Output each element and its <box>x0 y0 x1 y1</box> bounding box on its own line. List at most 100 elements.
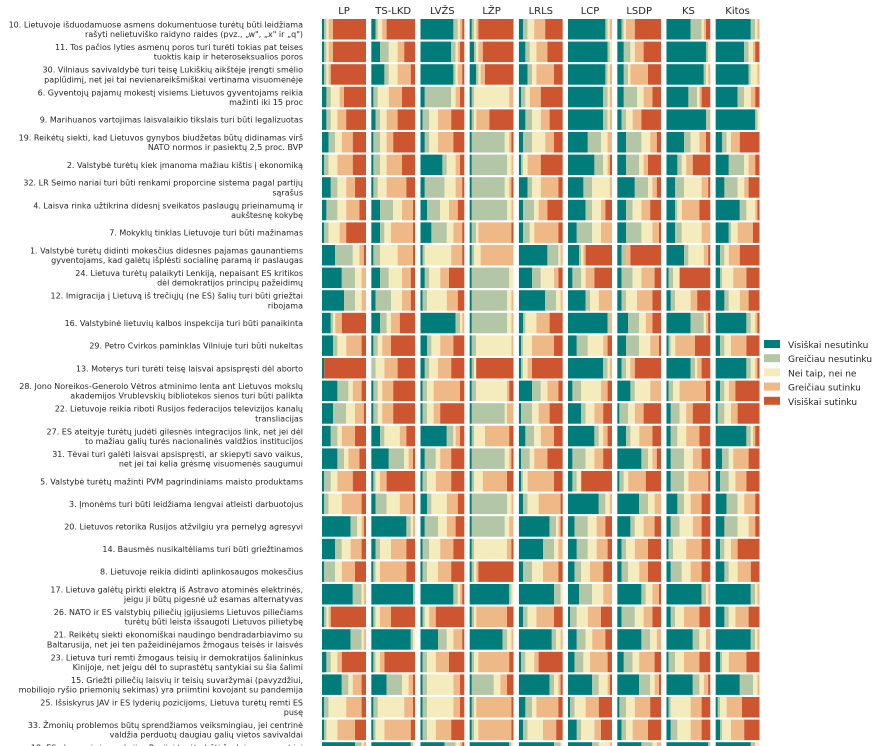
bar-segment <box>375 19 378 40</box>
bar-segment <box>656 742 662 746</box>
bar-segment <box>471 516 505 537</box>
bar-segment <box>534 651 539 673</box>
bar-segment <box>757 674 760 695</box>
bar-segment <box>605 199 612 221</box>
bar-segment <box>480 245 514 266</box>
bar-segment <box>554 425 563 447</box>
bar-segment <box>728 290 740 311</box>
bar-segment <box>429 606 436 628</box>
bar-segment <box>518 448 521 469</box>
bar-segment <box>617 471 620 492</box>
bar-segment <box>579 584 593 605</box>
bar-segment <box>744 41 749 63</box>
bar-segment <box>384 425 400 447</box>
bar-segment <box>380 109 387 130</box>
bar-segment <box>523 606 528 628</box>
bar-segment <box>333 312 336 334</box>
bar-segment <box>361 493 366 515</box>
bar-segment <box>373 86 378 108</box>
bar-segment <box>654 674 659 695</box>
bar-segment <box>757 109 760 130</box>
bar-segment <box>335 538 342 560</box>
bar-segment <box>617 516 631 537</box>
bar-segment <box>361 380 366 402</box>
bar-segment <box>708 312 711 334</box>
bar-segment <box>659 222 662 243</box>
bar-segment <box>518 651 521 673</box>
bar-segment <box>701 538 711 560</box>
bar-segment <box>594 448 604 469</box>
bar-segment <box>420 471 423 492</box>
bar-segment <box>538 651 563 673</box>
bar-segment <box>326 109 331 130</box>
bar-segment <box>675 290 691 311</box>
bar-segment <box>755 425 760 447</box>
bar-segment <box>652 584 659 605</box>
bar-segment <box>399 312 416 334</box>
bar-segment <box>540 380 548 402</box>
bar-segment <box>643 516 655 537</box>
bar-segment <box>617 245 622 266</box>
bar-segment <box>371 697 374 718</box>
bar-segment <box>617 109 622 130</box>
bar-segment <box>560 584 563 605</box>
bar-segment <box>471 538 474 560</box>
bar-segment <box>476 109 490 130</box>
bar-segment <box>380 606 391 628</box>
bar-segment <box>453 335 465 356</box>
bar-segment <box>388 64 398 85</box>
bar-segment <box>371 493 376 515</box>
bar-segment <box>617 19 622 40</box>
bar-segment <box>341 493 362 515</box>
bar-segment <box>471 674 494 695</box>
bar-segment <box>482 471 507 492</box>
bar-segment <box>666 335 669 356</box>
bar-segment <box>375 538 380 560</box>
bar-segment <box>328 493 342 515</box>
bar-segment <box>413 629 416 650</box>
bar-segment <box>324 606 327 628</box>
bar-segment <box>697 290 711 311</box>
bar-segment <box>462 177 465 198</box>
bar-segment <box>670 606 676 628</box>
bar-segment <box>375 109 380 130</box>
bar-segment <box>352 471 366 492</box>
bar-segment <box>406 425 416 447</box>
question-label: 21. Reikėtų siekti ekonomiškai naudingo … <box>54 630 303 640</box>
bar-segment <box>556 516 559 537</box>
bar-segment <box>621 245 626 266</box>
bar-segment <box>757 629 760 650</box>
bar-segment <box>363 245 366 266</box>
bar-segment <box>373 561 376 582</box>
bar-segment <box>509 448 512 469</box>
bar-segment <box>474 19 477 40</box>
bar-segment <box>532 64 537 85</box>
bar-segment <box>386 132 394 153</box>
bar-segment <box>509 132 512 153</box>
bar-segment <box>648 493 655 515</box>
bar-segment <box>471 335 477 356</box>
bar-segment <box>322 41 325 63</box>
bar-segment <box>352 132 366 153</box>
bar-segment <box>344 448 349 469</box>
bar-segment <box>728 606 736 628</box>
bar-segment <box>357 516 362 537</box>
bar-segment <box>422 561 427 582</box>
bar-segment <box>474 245 481 266</box>
bar-segment <box>509 651 514 673</box>
bar-segment <box>724 561 729 582</box>
bar-segment <box>594 403 604 424</box>
bar-segment <box>634 41 644 63</box>
bar-segment <box>641 267 655 289</box>
bar-segment <box>568 719 577 741</box>
bar-segment <box>391 312 400 334</box>
bar-segment <box>617 64 624 85</box>
bar-segment <box>728 561 738 582</box>
bar-segment <box>455 64 458 85</box>
bar-segment <box>507 629 512 650</box>
bar-segment <box>469 380 472 402</box>
bar-segment <box>715 425 747 447</box>
bar-segment <box>753 41 756 63</box>
bar-segment <box>446 516 456 537</box>
bar-segment <box>720 471 729 492</box>
